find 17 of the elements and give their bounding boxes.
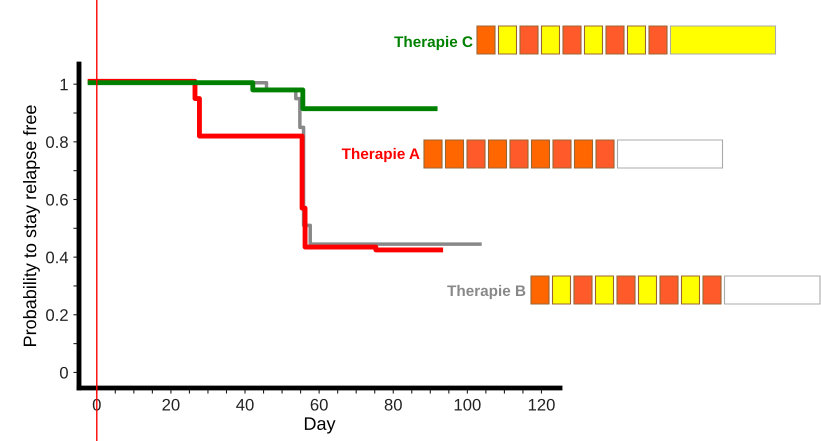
text: Therapie C [394,36,473,50]
x-tick-label: 120 [528,398,555,411]
text: Therapie A [342,148,420,162]
x-tick-label: 60 [310,398,328,411]
y-tick-label: 1 [60,78,68,90]
y-axis-title: Probability to stay relapse free [23,105,40,346]
x-tick-label: 40 [236,398,254,411]
x-tick-label: 20 [162,398,180,411]
y-tick-label: 0.6 [46,194,68,206]
x-tick-label: 100 [454,398,481,411]
y-tick-label: 0.8 [46,136,68,148]
x-tick-label: 80 [384,398,402,411]
y-tick-label: 0 [60,366,68,379]
x-axis-title: Day [304,417,336,434]
text: Therapie B [447,284,526,300]
y-tick-label: 0.4 [46,252,68,264]
y-tick-label: 0.2 [46,309,68,321]
